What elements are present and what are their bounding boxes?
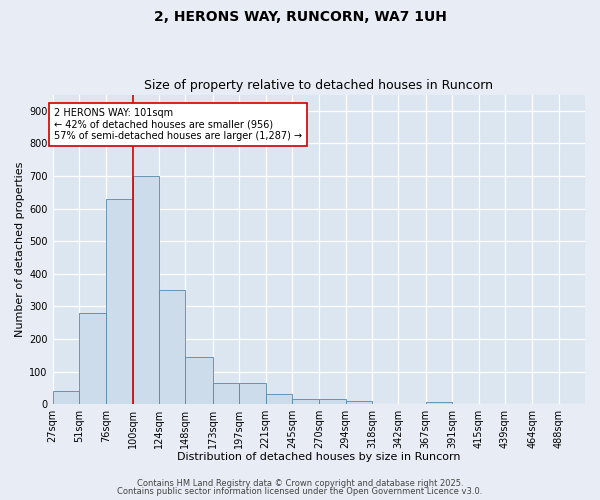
Bar	[426, 402, 452, 404]
Bar	[53, 391, 79, 404]
Bar	[346, 401, 372, 404]
Bar	[106, 199, 133, 404]
Bar	[79, 313, 106, 404]
Bar	[159, 290, 185, 404]
Title: Size of property relative to detached houses in Runcorn: Size of property relative to detached ho…	[144, 79, 493, 92]
Bar	[319, 399, 346, 404]
Bar	[266, 394, 292, 404]
X-axis label: Distribution of detached houses by size in Runcorn: Distribution of detached houses by size …	[177, 452, 461, 462]
Bar	[213, 383, 239, 404]
Text: 2 HERONS WAY: 101sqm
← 42% of detached houses are smaller (956)
57% of semi-deta: 2 HERONS WAY: 101sqm ← 42% of detached h…	[53, 108, 302, 141]
Bar	[292, 399, 319, 404]
Bar	[133, 176, 159, 404]
Text: Contains HM Land Registry data © Crown copyright and database right 2025.: Contains HM Land Registry data © Crown c…	[137, 478, 463, 488]
Y-axis label: Number of detached properties: Number of detached properties	[15, 162, 25, 337]
Bar	[185, 357, 213, 404]
Bar	[239, 383, 266, 404]
Text: Contains public sector information licensed under the Open Government Licence v3: Contains public sector information licen…	[118, 487, 482, 496]
Text: 2, HERONS WAY, RUNCORN, WA7 1UH: 2, HERONS WAY, RUNCORN, WA7 1UH	[154, 10, 446, 24]
